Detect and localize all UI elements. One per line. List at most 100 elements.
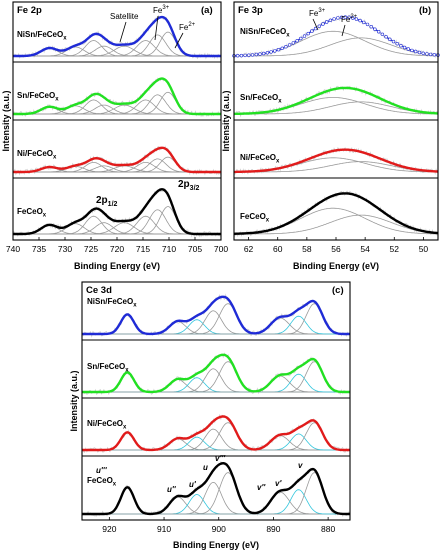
panel-a-sample-label-ni: Ni/FeCeOx <box>17 149 57 161</box>
fit-marker <box>425 52 429 56</box>
fit-marker <box>284 44 288 49</box>
panel-b-y-axis-label: Intensity (a.u.) <box>221 90 231 151</box>
x-tick-label: 50 <box>419 244 429 254</box>
fit-marker <box>287 43 292 47</box>
x-tick-label: 62 <box>244 244 254 254</box>
x-tick-label: 890 <box>266 524 280 534</box>
fit-component-line <box>82 422 350 451</box>
fit-marker <box>362 20 366 25</box>
panel-a-annotation-2p32: 2p3/2 <box>178 179 200 192</box>
panel-c-peak-u1: u' <box>189 480 197 489</box>
panel-c-peak-v3: v''' <box>215 454 226 463</box>
x-tick-label: 710 <box>162 244 176 254</box>
x-tick-label: 720 <box>110 244 124 254</box>
panel-a-x-axis-label: Binding Energy (eV) <box>74 261 160 271</box>
fit-marker <box>369 25 373 29</box>
panel-b-annotation-fe3: Fe3+ <box>309 8 326 18</box>
fit-envelope-line <box>233 86 439 116</box>
fit-marker <box>399 43 403 48</box>
fit-marker <box>328 18 333 22</box>
panel-a-annotation-2p12: 2p1/2 <box>96 195 118 208</box>
fit-marker <box>402 45 407 50</box>
fit-component-line <box>82 472 350 515</box>
panel-b: 62 60 58 56 54 52 50 Fe 3p (b) Intensity (a.u.… <box>221 1 440 271</box>
fit-marker <box>276 47 281 52</box>
fit-envelope-line <box>82 462 350 516</box>
fit-envelope-line <box>12 188 222 236</box>
fit-marker <box>351 16 355 20</box>
fit-marker <box>354 17 359 21</box>
panel-a-satellite-arrow <box>119 21 127 43</box>
panel-a-fe2-arrow <box>174 32 184 49</box>
panel-c: 920 910 900 890 880 Ce 3d (c) Intensity (a.u… <box>69 281 351 550</box>
fit-marker <box>347 15 351 19</box>
fit-envelope-line <box>12 77 222 116</box>
panel-c-letter: (c) <box>332 285 344 296</box>
fit-marker <box>428 52 433 57</box>
panel-c-sample-label-nisn: NiSn/FeCeOx <box>87 297 137 309</box>
panel-b-sample-label-fe: FeCeOx <box>240 212 270 224</box>
panel-c-sample-label-sn: Sn/FeCeOx <box>87 362 129 374</box>
x-tick-label: 715 <box>136 244 150 254</box>
panel-c-plot-area <box>81 293 351 518</box>
panel-c-peak-v1: v' <box>275 479 282 488</box>
fit-marker <box>395 41 399 46</box>
x-tick-label: 52 <box>390 244 400 254</box>
fit-marker <box>336 16 340 20</box>
fit-envelope-line <box>12 15 222 58</box>
fit-marker <box>243 53 247 58</box>
fit-marker <box>432 53 436 57</box>
panel-c-peak-u: u <box>203 463 208 472</box>
fit-marker <box>343 15 347 19</box>
x-tick-label: 910 <box>157 524 171 534</box>
fit-marker <box>406 47 410 51</box>
fit-component-line <box>234 37 438 57</box>
panel-c-sample-label-ni: Ni/FeCeOx <box>87 419 127 431</box>
fit-marker <box>325 20 329 24</box>
fit-marker <box>254 52 258 57</box>
fit-component-line <box>82 361 350 393</box>
fit-marker <box>421 51 425 55</box>
fit-marker <box>373 27 377 31</box>
fit-marker <box>302 34 307 38</box>
fit-marker <box>295 39 299 43</box>
panel-c-frame <box>81 281 351 521</box>
fit-component-line <box>234 214 438 235</box>
fit-marker <box>391 39 396 44</box>
panel-a-sample-label-fe: FeCeOx <box>17 207 47 219</box>
fit-component-line <box>82 303 350 335</box>
fit-marker <box>410 48 414 53</box>
panel-c-peak-v: v <box>298 461 303 470</box>
fit-marker <box>258 52 262 56</box>
panel-b-frame <box>233 1 439 241</box>
fit-marker <box>265 51 270 55</box>
x-tick-label: 735 <box>32 244 46 254</box>
panel-b-sample-label-nisn: NiSn/FeCeOx <box>240 27 290 39</box>
x-tick-label: 705 <box>188 244 202 254</box>
fit-marker <box>306 31 310 36</box>
panel-c-peak-u2: u'' <box>167 485 177 494</box>
fit-marker <box>239 53 244 58</box>
fit-envelope-line <box>82 415 350 452</box>
fit-marker <box>247 53 251 57</box>
panel-c-y-axis-label: Intensity (a.u.) <box>69 370 79 431</box>
panel-b-sample-label-sn: Sn/FeCeOx <box>240 93 282 105</box>
fit-envelope-line <box>82 295 350 336</box>
fit-marker <box>358 18 362 23</box>
panel-a: 740 735 730 725 720 715 710 705 700 Fe 2p (a) In… <box>1 1 228 271</box>
fit-envelope-line <box>12 146 222 174</box>
fit-marker <box>280 46 284 50</box>
panel-a-y-axis-label: Intensity (a.u.) <box>1 90 11 151</box>
raw-spectrum-line <box>233 14 439 59</box>
x-tick-label: 54 <box>360 244 370 254</box>
fit-marker <box>384 35 388 39</box>
panel-a-annotation-satellite: Satellite <box>110 12 139 21</box>
x-tick-label: 58 <box>302 244 312 254</box>
panel-c-x-axis-label: Binding Energy (eV) <box>173 540 259 550</box>
fit-marker <box>250 53 255 57</box>
panel-a-fe3-arrow <box>154 15 159 41</box>
fit-marker <box>269 50 273 54</box>
fit-marker <box>273 49 277 53</box>
fit-envelope-line <box>82 353 350 394</box>
